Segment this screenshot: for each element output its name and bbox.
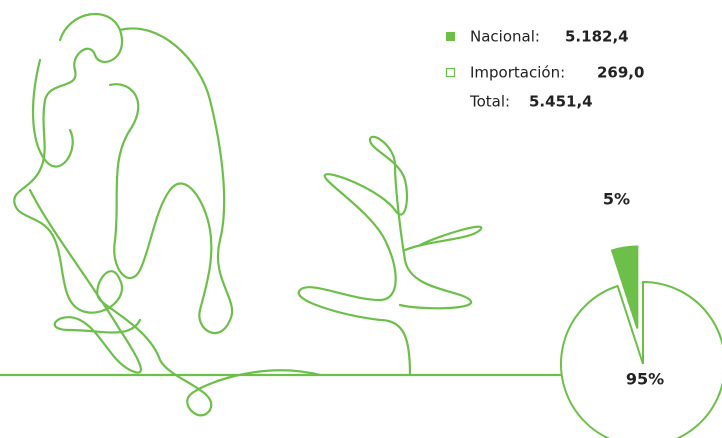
legend-label: Nacional: <box>470 28 540 46</box>
pie-chart: 95% 5% <box>561 190 722 438</box>
legend-amount: 5.182,4 <box>565 28 629 46</box>
legend-swatch <box>447 69 455 77</box>
legend-amount: 269,0 <box>597 64 644 82</box>
person-drawing <box>110 28 232 333</box>
total-label: Total: <box>469 93 510 111</box>
legend-label: Importación: <box>470 64 565 82</box>
legend-swatch <box>446 32 455 41</box>
infographic: Nacional: 5.182,4 Importación: 269,0 Tot… <box>0 0 722 438</box>
person-drawing <box>30 60 141 373</box>
slice-label: 5% <box>603 190 630 209</box>
legend: Nacional: 5.182,4 Importación: 269,0 Tot… <box>446 28 644 111</box>
plant-drawing <box>299 137 482 375</box>
pie-slice <box>561 282 722 438</box>
person-drawing <box>14 14 320 415</box>
total-amount: 5.451,4 <box>529 93 593 111</box>
slice-label: 95% <box>626 370 664 389</box>
